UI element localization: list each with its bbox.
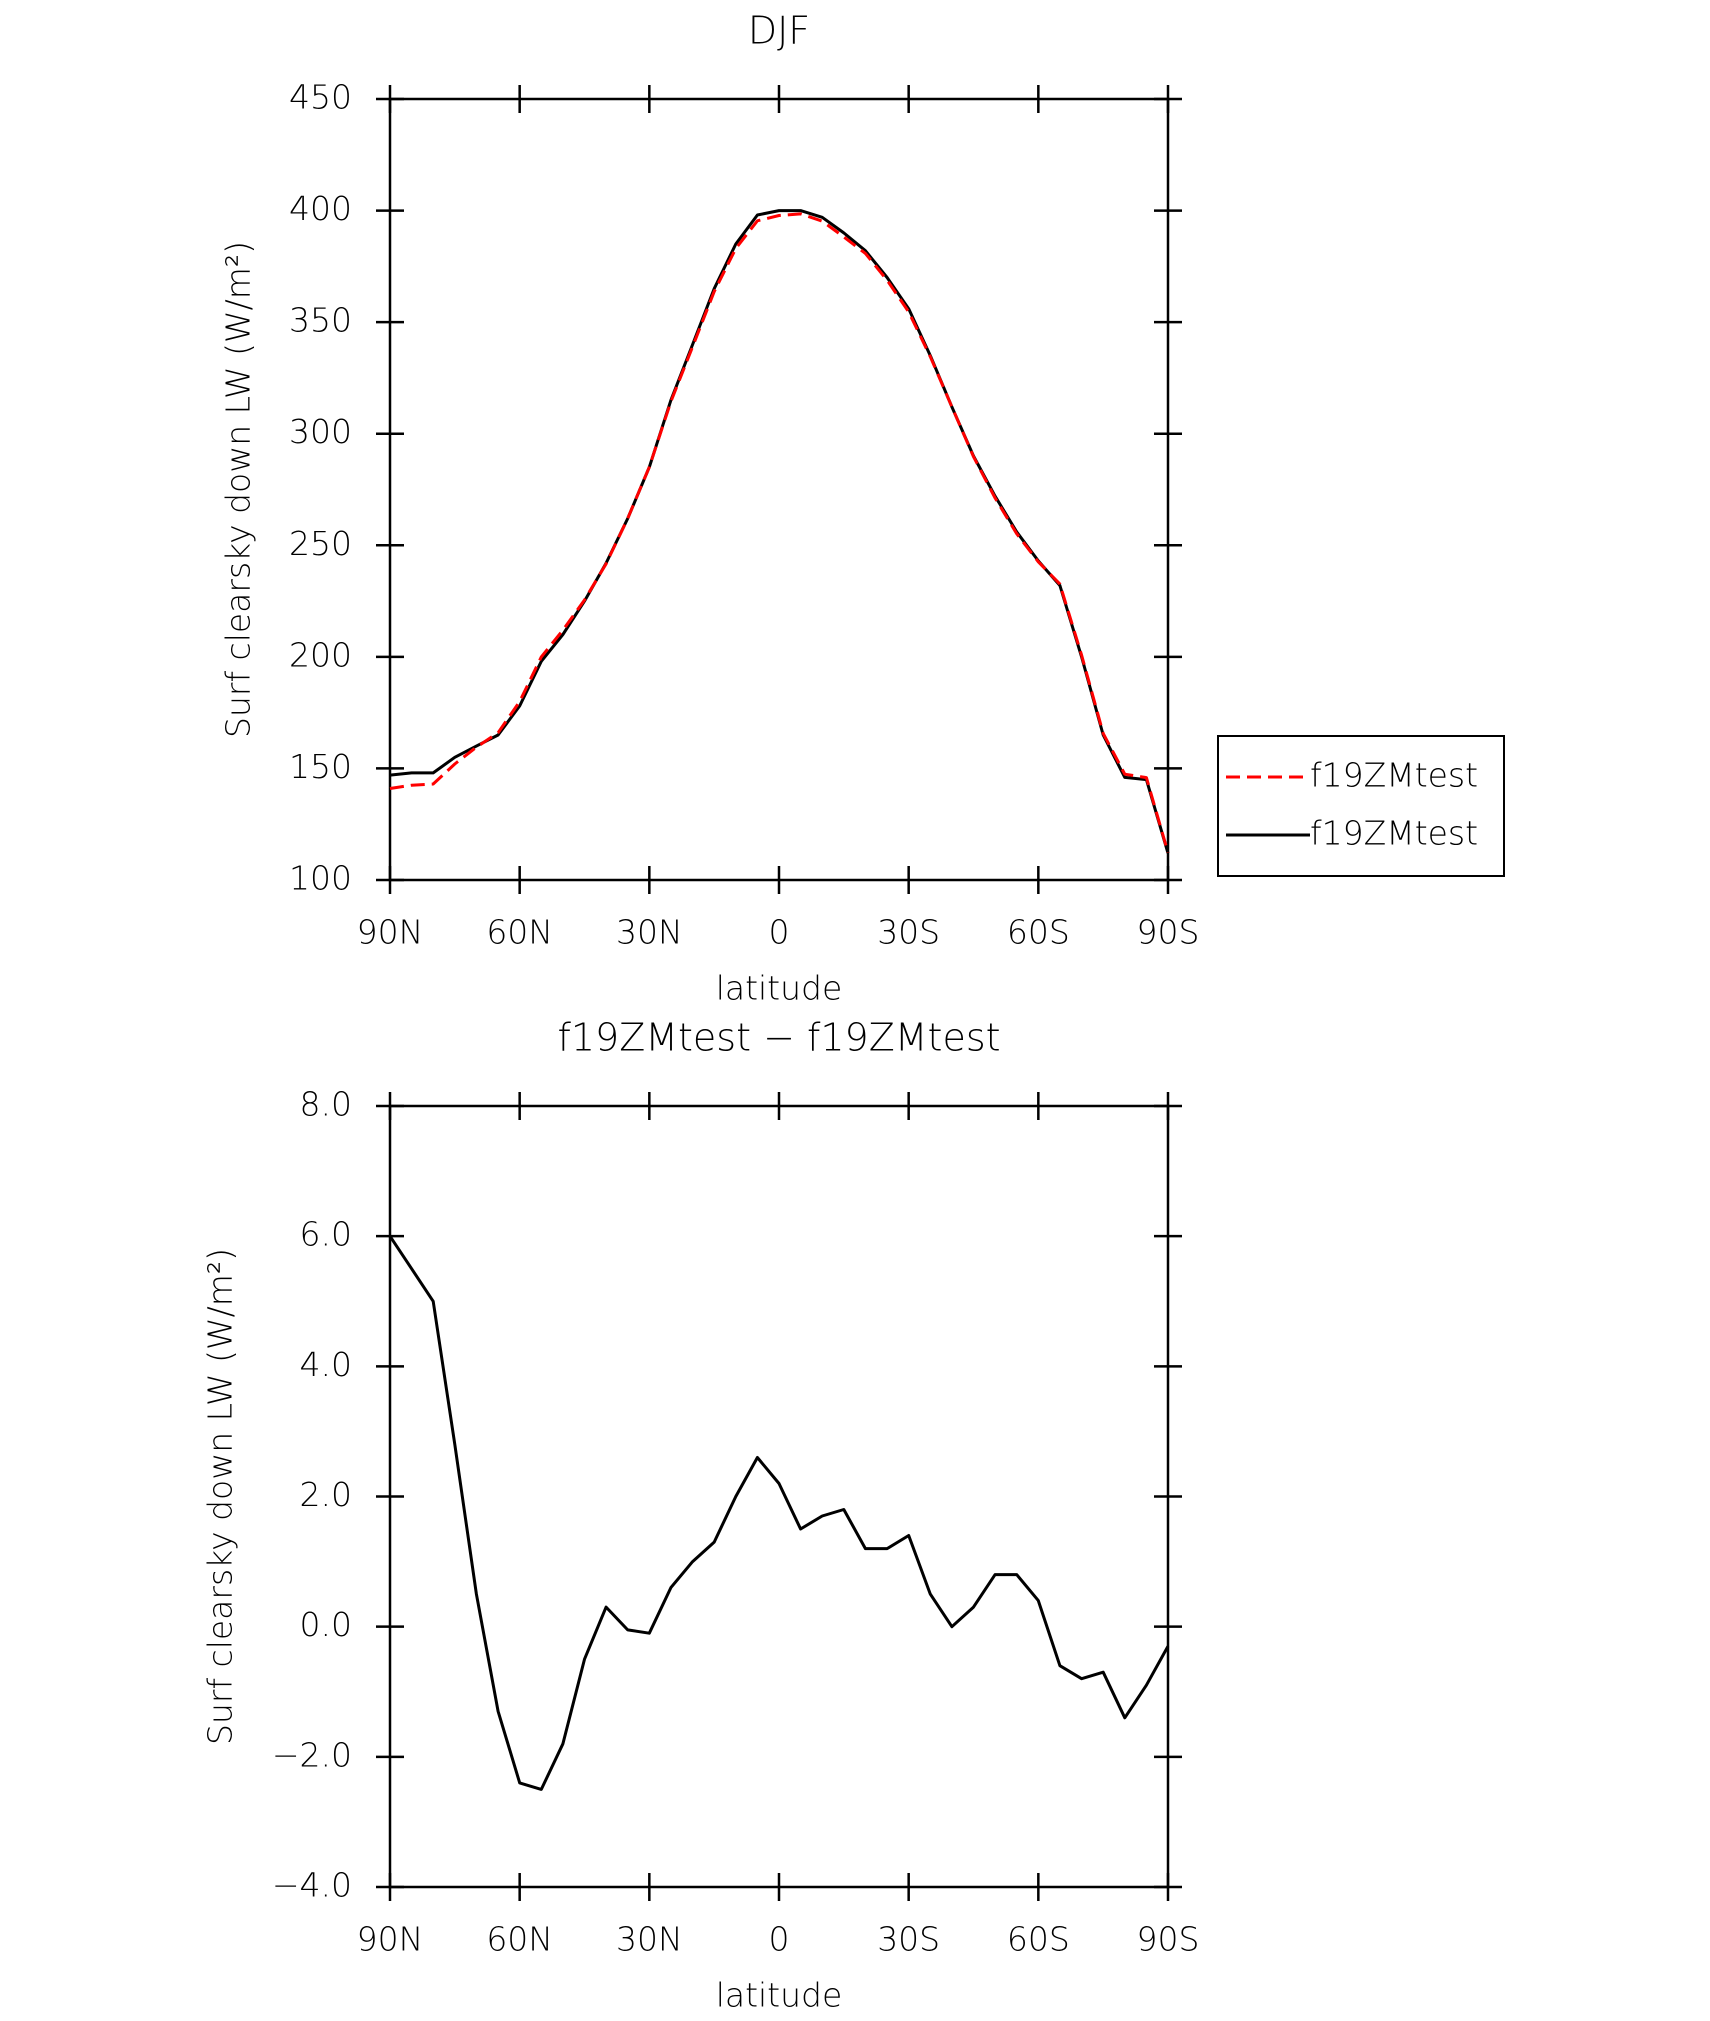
y-tick-label: 400: [289, 189, 352, 228]
y-tick-label: 8.0: [300, 1085, 352, 1124]
y-tick-label: 4.0: [300, 1345, 352, 1384]
chart-title: f19ZMtest − f19ZMtest: [557, 1016, 1000, 1060]
x-tick-label: 60N: [486, 1920, 553, 1959]
y-tick-label: 100: [289, 859, 352, 898]
legend-box: [1217, 735, 1505, 877]
x-tick-label: 90N: [357, 1920, 424, 1959]
y-axis-label: Surf clearsky down LW (W/m²): [219, 241, 258, 738]
plot-frame: [388, 1104, 1170, 1889]
x-tick-label: 30N: [616, 1920, 683, 1959]
x-tick-label: 60S: [1007, 1920, 1070, 1959]
x-tick-label: 30S: [877, 1920, 940, 1959]
x-tick-label: 0: [769, 1920, 790, 1959]
y-tick-label: 300: [289, 412, 352, 451]
x-axis-label: latitude: [716, 1976, 843, 2015]
y-tick-label: 450: [289, 78, 352, 117]
series-line: [388, 1235, 1170, 1791]
legend-label: f19ZMtest: [1310, 814, 1478, 853]
y-tick-label: 350: [289, 301, 352, 340]
y-tick-label: −2.0: [272, 1735, 352, 1774]
x-tick-label: 90S: [1137, 1920, 1200, 1959]
y-tick-label: −4.0: [272, 1866, 352, 1905]
x-tick-label: 0: [769, 913, 790, 952]
y-tick-label: 250: [289, 524, 352, 563]
x-axis-label: latitude: [716, 969, 843, 1008]
x-tick-label: 30N: [616, 913, 683, 952]
y-axis-label: Surf clearsky down LW (W/m²): [201, 1248, 240, 1745]
series-line: [389, 209, 1170, 854]
x-tick-label: 90N: [357, 913, 424, 952]
x-tick-label: 90S: [1137, 913, 1200, 952]
y-tick-label: 6.0: [300, 1215, 352, 1254]
y-tick-label: 2.0: [300, 1475, 352, 1514]
x-tick-label: 60S: [1007, 913, 1070, 952]
chart-title: DJF: [748, 9, 810, 53]
x-tick-label: 60N: [486, 913, 553, 952]
y-tick-label: 150: [289, 747, 352, 786]
x-tick-label: 30S: [877, 913, 940, 952]
y-tick-label: 200: [289, 635, 352, 674]
legend-label: f19ZMtest: [1310, 756, 1478, 795]
y-tick-label: 0.0: [300, 1605, 352, 1644]
series-line: [389, 212, 1170, 854]
